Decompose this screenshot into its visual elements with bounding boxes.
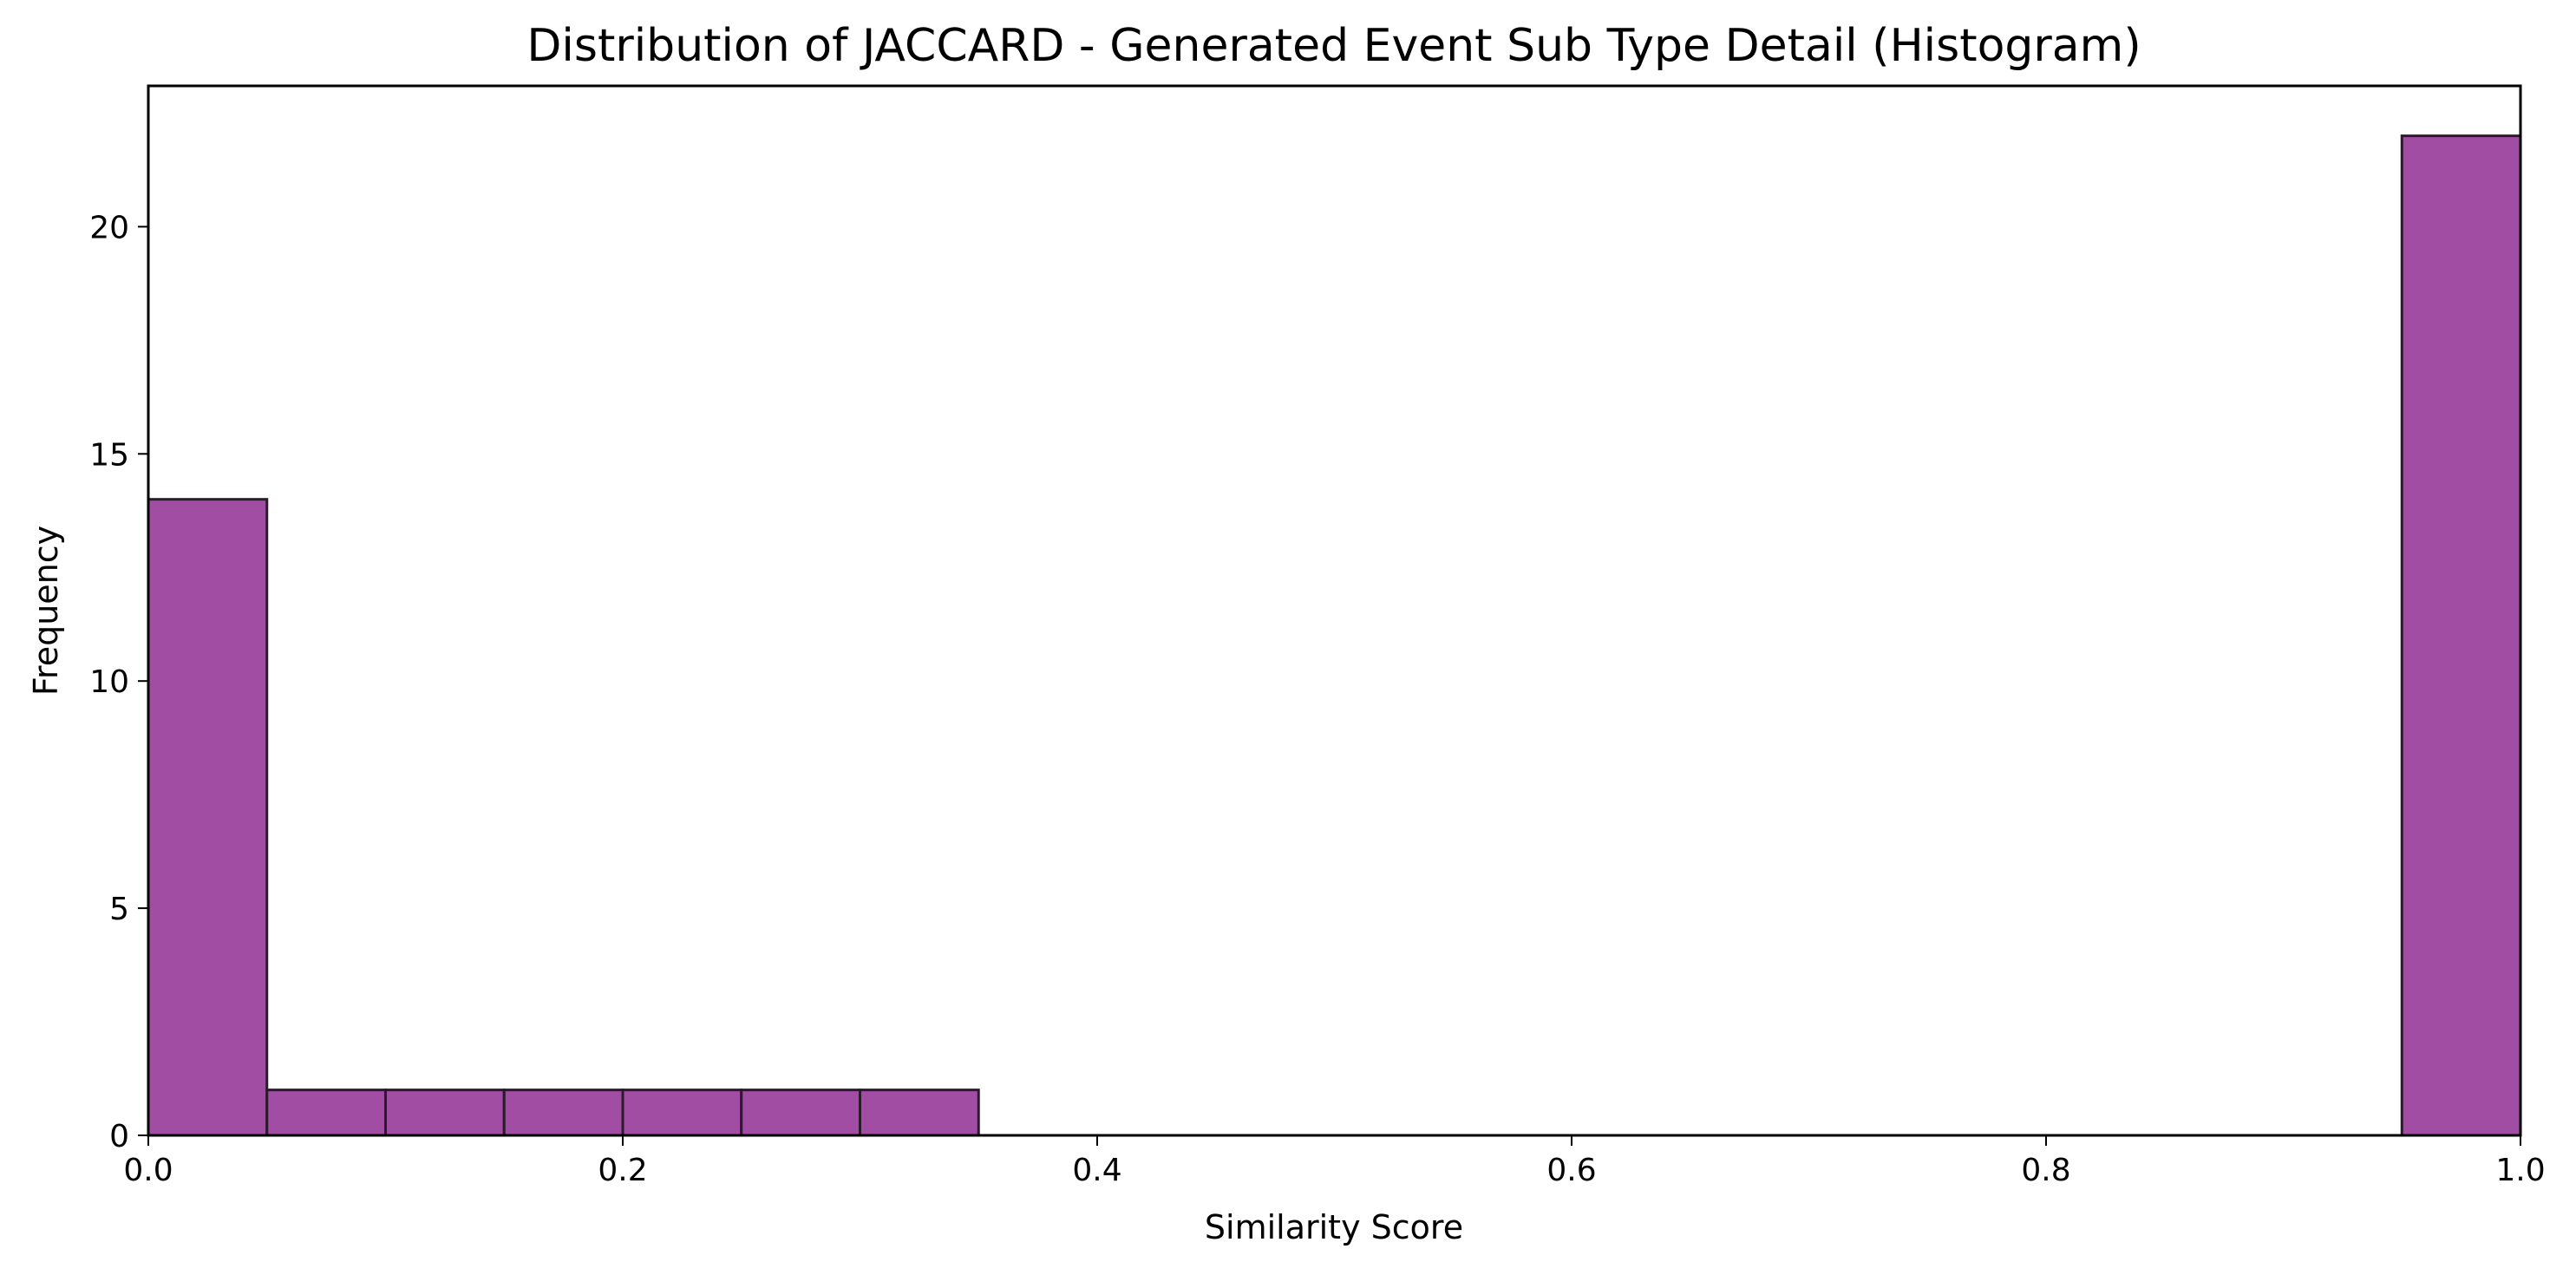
histogram-bar xyxy=(621,1089,743,1137)
x-tick-label: 0.2 xyxy=(598,1153,647,1188)
y-tick-label: 10 xyxy=(89,664,129,700)
y-tick-label: 5 xyxy=(109,892,129,927)
histogram-bar xyxy=(265,1089,387,1137)
x-axis-label: Similarity Score xyxy=(1205,1208,1463,1246)
histogram-bar xyxy=(2400,134,2522,1137)
x-axis: 0.0 0.2 0.4 0.6 0.8 1.0 xyxy=(123,1135,2546,1188)
plot-frame xyxy=(147,84,2522,1137)
x-tick-label: 0.8 xyxy=(2021,1153,2070,1188)
y-axis-label: Frequency xyxy=(27,526,65,696)
y-axis: 0 5 10 15 20 xyxy=(89,210,148,1154)
x-tick-label: 0.4 xyxy=(1072,1153,1121,1188)
y-tick-label: 20 xyxy=(89,210,129,245)
y-tick-label: 15 xyxy=(89,437,129,473)
histogram-bar xyxy=(740,1089,861,1137)
histogram-bar xyxy=(502,1089,624,1137)
x-tick-label: 0.0 xyxy=(123,1153,173,1188)
histogram-bar xyxy=(147,498,269,1137)
x-tick-label: 0.6 xyxy=(1546,1153,1596,1188)
y-tick-label: 0 xyxy=(109,1119,129,1154)
bars-layer xyxy=(147,134,2522,1137)
histogram-bar xyxy=(384,1089,506,1137)
chart-title: Distribution of JACCARD - Generated Even… xyxy=(526,20,2141,72)
histogram-bar xyxy=(859,1089,980,1137)
x-tick-label: 1.0 xyxy=(2495,1153,2545,1188)
